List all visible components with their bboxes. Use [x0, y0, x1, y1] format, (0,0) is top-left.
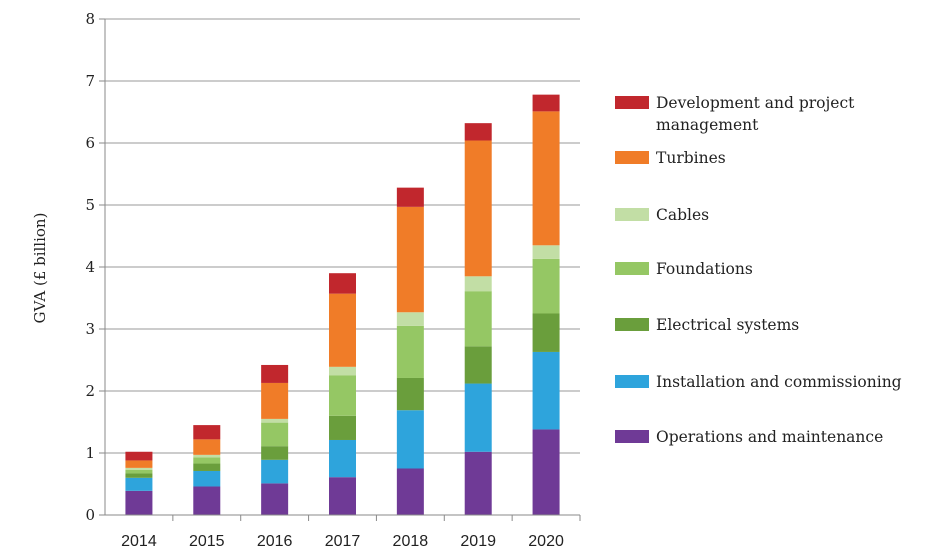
legend-label: Turbines [656, 149, 726, 167]
bar-segment [329, 415, 356, 440]
y-tick-label: 7 [85, 72, 95, 90]
bar-segment [329, 293, 356, 367]
x-tick-label: 2015 [189, 533, 225, 550]
legend-swatch [615, 375, 649, 388]
bar-segment [261, 446, 289, 460]
bar-segment [193, 457, 221, 464]
x-tick-label: 2018 [393, 533, 429, 550]
bar-segment [125, 460, 153, 468]
bar-segment [464, 346, 492, 384]
bar-segment [396, 312, 424, 326]
legend-label: Electrical systems [656, 316, 799, 334]
y-tick-label: 2 [85, 382, 95, 400]
bar-segment [125, 473, 153, 478]
bar-segment [532, 111, 560, 246]
bar-segment [532, 313, 560, 352]
y-tick-label: 0 [85, 506, 95, 524]
bar-segment [396, 410, 424, 469]
x-tick-labels: 2014 2015 2016 2017 2018 2019 2020 [121, 533, 564, 550]
legend-label: Foundations [656, 260, 753, 278]
bar-segment [532, 258, 560, 314]
bar-segment [532, 429, 560, 515]
bar-segment [329, 366, 356, 376]
x-tick-label: 2017 [325, 533, 361, 550]
x-tick-label: 2019 [460, 533, 496, 550]
bar-segment [261, 418, 289, 423]
y-tick-label: 8 [85, 10, 95, 28]
bar-segment [125, 490, 153, 515]
bar-segment [464, 451, 492, 515]
legend-label: Development and project [656, 94, 855, 112]
x-tick-label: 2020 [528, 533, 564, 550]
legend-swatch [615, 318, 649, 331]
bar-segment [193, 454, 221, 458]
bar-segment [396, 377, 424, 411]
y-tick-label: 6 [85, 134, 95, 152]
legend-label: management [656, 116, 759, 134]
legend-swatch [615, 208, 649, 221]
bar-segment [464, 140, 492, 277]
bar-segment [464, 123, 492, 141]
legend-swatch [615, 262, 649, 275]
bar-segment [464, 276, 492, 292]
bar-segment [329, 477, 356, 515]
bar-segment [125, 477, 153, 491]
legend-swatch [615, 430, 649, 443]
axes [104, 19, 581, 521]
bar-segment [193, 463, 221, 471]
bars [125, 94, 560, 515]
bar-segment [261, 483, 289, 515]
bar-segment [396, 206, 424, 313]
bar-segment [261, 422, 289, 447]
bar-segment [261, 459, 289, 484]
bar-segment [329, 375, 356, 416]
bar-segment [532, 351, 560, 430]
y-axis-label: GVA (£ billion) [31, 213, 49, 324]
bar-segment [464, 291, 492, 347]
y-tick-label: 4 [85, 258, 95, 276]
bar-segment [396, 468, 424, 515]
legend: Development and project management Turbine… [615, 94, 902, 446]
legend-label: Cables [656, 206, 709, 224]
legend-label: Installation and commissioning [656, 373, 902, 391]
bar-segment [193, 425, 221, 440]
bar-segment [261, 382, 289, 419]
bar-segment [125, 451, 153, 461]
bar-segment [464, 383, 492, 452]
bar-segment [125, 467, 153, 470]
bar-segment [125, 469, 153, 474]
bar-segment [193, 439, 221, 455]
y-tick-label: 3 [85, 320, 95, 338]
bar-segment [193, 486, 221, 515]
y-tick-label: 1 [85, 444, 95, 462]
legend-label: Operations and maintenance [656, 428, 883, 446]
bar-segment [396, 325, 424, 378]
bar-segment [329, 273, 356, 294]
y-tick-label: 5 [85, 196, 95, 214]
bar-segment [261, 364, 289, 383]
bar-segment [532, 94, 560, 112]
y-tick-labels: 0 1 2 3 4 5 6 7 8 [85, 10, 95, 524]
x-tick-label: 2016 [257, 533, 293, 550]
x-tick-label: 2014 [121, 533, 157, 550]
legend-swatch [615, 151, 649, 164]
legend-swatch [615, 96, 649, 109]
bar-segment [193, 470, 221, 487]
bar-segment [396, 187, 424, 207]
bar-segment [532, 245, 560, 259]
bar-segment [329, 439, 356, 478]
